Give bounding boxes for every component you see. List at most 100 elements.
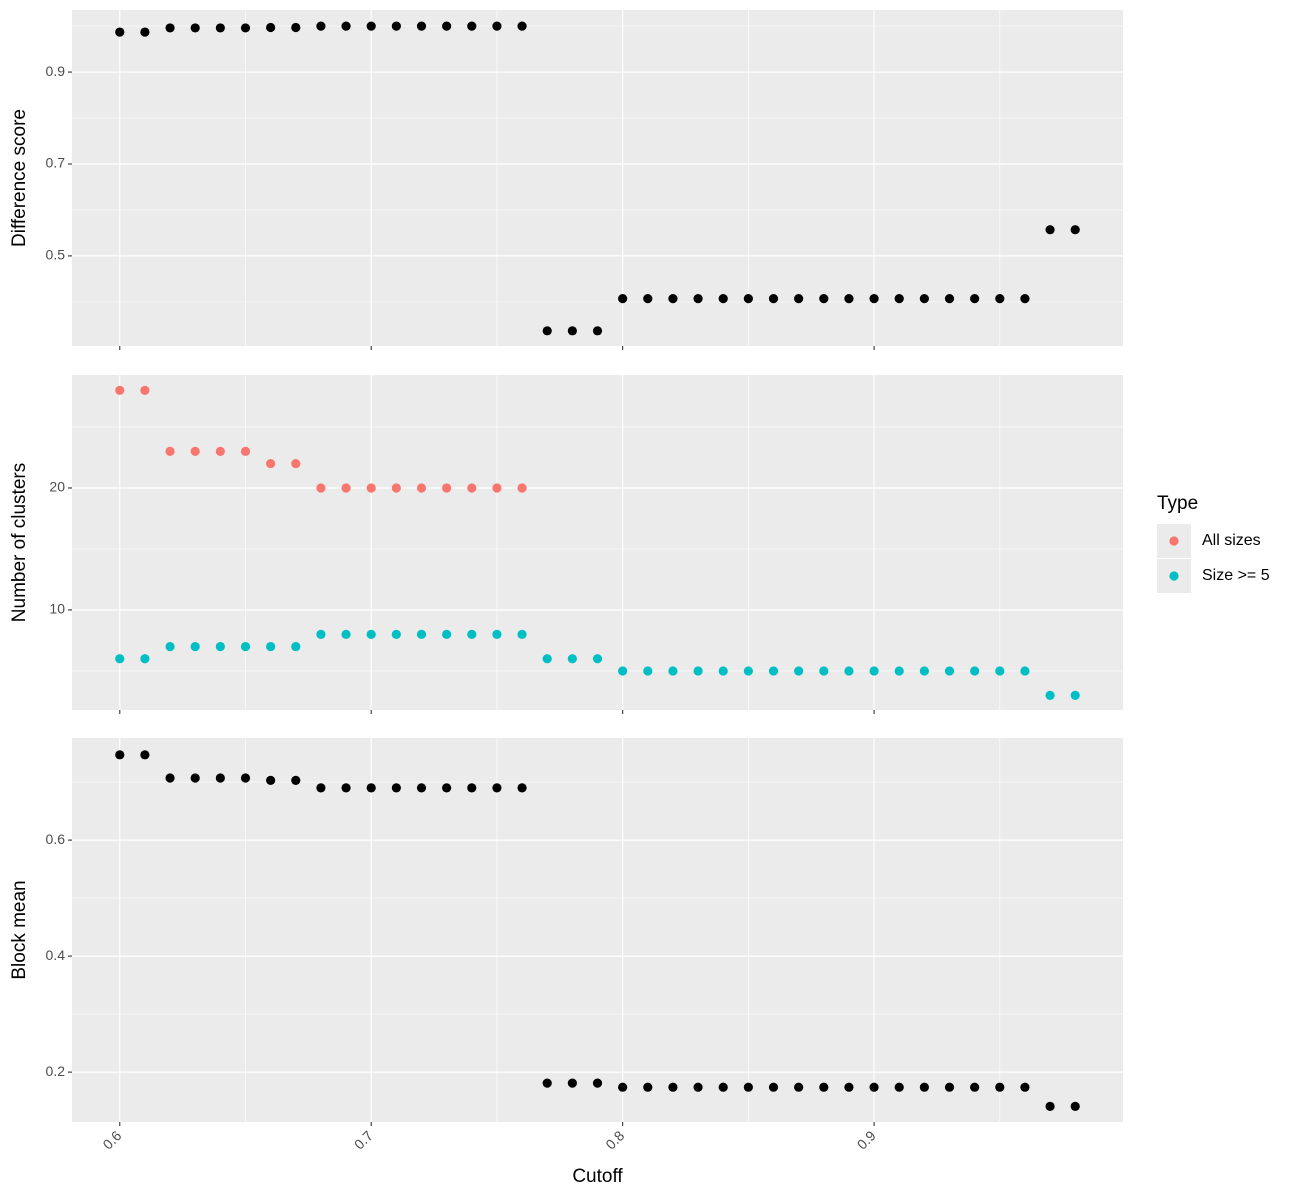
point bbox=[341, 21, 351, 31]
point bbox=[743, 1082, 753, 1092]
y-tick-label: 0.7 bbox=[46, 155, 66, 171]
point bbox=[970, 294, 980, 304]
point bbox=[1020, 1082, 1030, 1092]
point bbox=[1070, 1101, 1080, 1111]
point bbox=[467, 783, 477, 793]
y-tick-label: 20 bbox=[49, 479, 65, 495]
y-tick-label: 0.9 bbox=[46, 63, 66, 79]
point bbox=[115, 385, 125, 395]
y-tick-label: 10 bbox=[49, 601, 65, 617]
y-tick-label: 0.4 bbox=[46, 947, 66, 963]
point bbox=[794, 294, 804, 304]
point bbox=[115, 654, 125, 664]
point bbox=[919, 1082, 929, 1092]
legend-marker bbox=[1169, 571, 1179, 581]
point bbox=[366, 783, 376, 793]
point bbox=[366, 483, 376, 493]
point bbox=[592, 654, 603, 664]
point bbox=[391, 483, 401, 493]
legend-marker bbox=[1169, 536, 1179, 546]
legend-title: Type bbox=[1157, 493, 1198, 514]
point bbox=[1020, 666, 1030, 676]
y-axis-title: Number of clusters bbox=[9, 463, 30, 622]
point bbox=[643, 1082, 653, 1092]
point bbox=[291, 22, 301, 33]
point bbox=[869, 666, 879, 676]
point bbox=[517, 483, 527, 493]
point bbox=[190, 446, 200, 456]
point bbox=[416, 629, 427, 639]
point bbox=[240, 446, 251, 456]
point bbox=[291, 775, 301, 785]
point bbox=[190, 23, 200, 33]
y-axis-title: Difference score bbox=[9, 109, 30, 247]
y-axis-title: Block mean bbox=[9, 880, 30, 979]
point bbox=[140, 27, 150, 37]
legend-label: Size >= 5 bbox=[1202, 567, 1270, 584]
point bbox=[316, 629, 326, 639]
point bbox=[366, 21, 376, 31]
point bbox=[517, 783, 527, 793]
point bbox=[215, 23, 225, 33]
point bbox=[794, 1082, 804, 1092]
point bbox=[291, 641, 301, 652]
point bbox=[266, 22, 276, 33]
point bbox=[844, 1082, 854, 1092]
point bbox=[140, 750, 150, 760]
point bbox=[668, 666, 678, 676]
point bbox=[266, 775, 276, 785]
point bbox=[718, 294, 728, 304]
point bbox=[442, 783, 452, 793]
point bbox=[768, 1082, 779, 1092]
point bbox=[693, 666, 703, 676]
point bbox=[341, 783, 351, 793]
point bbox=[944, 294, 955, 304]
point bbox=[240, 23, 251, 33]
point bbox=[1070, 225, 1080, 235]
point bbox=[140, 385, 150, 395]
point bbox=[442, 21, 452, 31]
legend-label: All sizes bbox=[1202, 532, 1261, 549]
point bbox=[995, 294, 1005, 304]
point bbox=[467, 21, 477, 31]
point bbox=[693, 1082, 703, 1092]
point bbox=[517, 629, 527, 639]
point bbox=[467, 483, 477, 493]
x-tick-label: 0.7 bbox=[351, 1127, 376, 1152]
point bbox=[618, 1082, 628, 1092]
point bbox=[240, 641, 251, 652]
point bbox=[165, 446, 175, 456]
point bbox=[391, 21, 401, 31]
point bbox=[391, 629, 401, 639]
point bbox=[190, 773, 200, 783]
point bbox=[1045, 225, 1055, 235]
point bbox=[467, 629, 477, 639]
point bbox=[215, 641, 225, 652]
x-tick-label: 0.8 bbox=[602, 1127, 627, 1152]
point bbox=[442, 629, 452, 639]
point bbox=[140, 654, 150, 664]
point bbox=[492, 783, 502, 793]
point bbox=[643, 666, 653, 676]
y-tick-label: 0.6 bbox=[46, 831, 66, 847]
point bbox=[743, 294, 753, 304]
point bbox=[391, 783, 401, 793]
point bbox=[1070, 690, 1080, 700]
point bbox=[416, 21, 427, 31]
point bbox=[668, 1082, 678, 1092]
point bbox=[165, 641, 175, 652]
point bbox=[115, 750, 125, 760]
point bbox=[542, 326, 552, 336]
point bbox=[643, 294, 653, 304]
point bbox=[492, 483, 502, 493]
point bbox=[165, 773, 175, 783]
point bbox=[215, 446, 225, 456]
point bbox=[919, 666, 929, 676]
point bbox=[215, 773, 225, 783]
point bbox=[316, 21, 326, 31]
x-tick-label: 0.9 bbox=[854, 1127, 879, 1152]
y-tick-label: 0.2 bbox=[46, 1063, 66, 1079]
point bbox=[919, 294, 929, 304]
point bbox=[618, 666, 628, 676]
panel-background bbox=[72, 738, 1123, 1122]
